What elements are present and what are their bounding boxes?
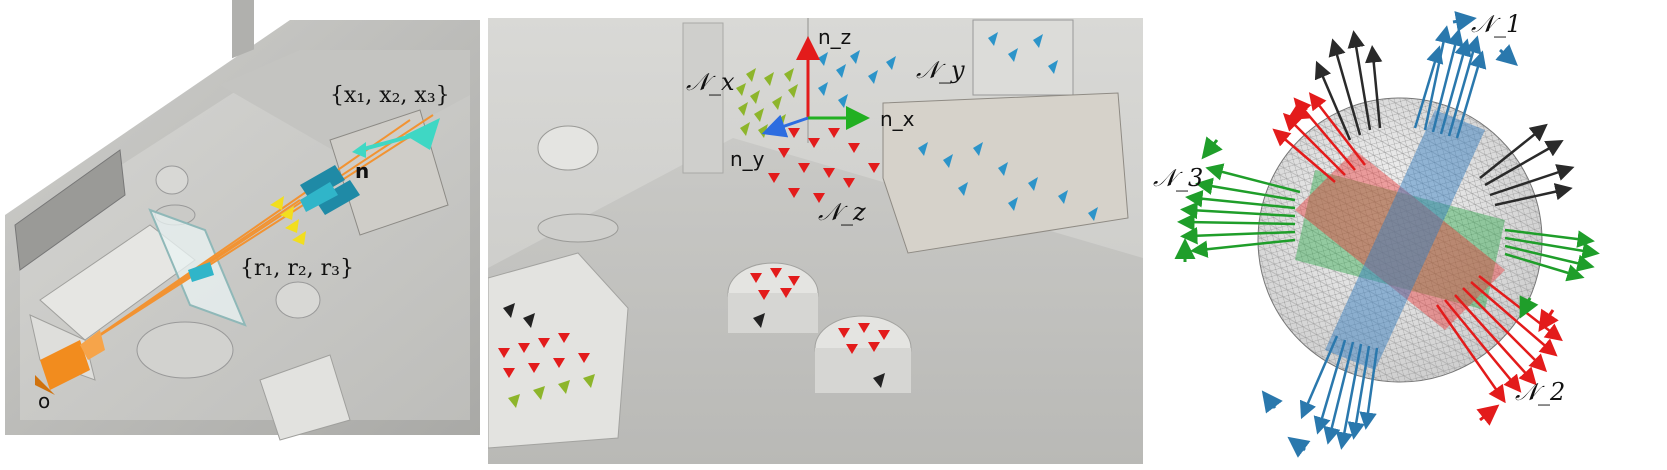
left-panel-room-rays: {x₁, x₂, x₃} {r₁, r₂, r₃} n o [0,0,480,470]
coffee-table [136,321,234,379]
points-nz [498,128,890,378]
label-rays: {r₁, r₂, r₃} [240,256,354,281]
label-points: {x₁, x₂, x₃} [330,83,450,108]
label-axis-nz: n_z [818,25,851,49]
wall-painting [14,149,126,271]
ottoman-back-side [728,293,818,333]
normal-arrow-head [352,142,366,158]
stool [275,281,321,319]
back-wall [220,50,470,160]
mid-lamp [537,125,599,171]
plane-blue [1325,110,1485,370]
axis-ny-arrow [761,114,809,138]
normals-black [1314,30,1575,207]
normals-green [1177,163,1600,282]
normals-blue [1299,25,1487,450]
ray-direction-arrows [270,196,306,245]
points-sofa-olive [508,374,595,408]
label-set-n3: 𝒩_3 [1153,164,1203,192]
normal-arrow [359,133,416,152]
label-set-n2: 𝒩_2 [1515,378,1565,406]
label-set-nx: 𝒩_x [686,68,735,96]
mid-sofa [488,252,629,449]
ottoman-front-side [815,348,911,393]
label-axis-nx: n_x [880,107,915,131]
right-panel-sphere: 𝒩_1 𝒩_2 𝒩_3 [1145,0,1667,470]
camera [35,330,105,395]
label-normal: n [355,159,369,183]
points-black [503,303,885,388]
label-set-n1: 𝒩_1 [1471,10,1521,38]
mid-door [682,22,724,174]
normals-red [1272,92,1563,404]
left-scene-svg: {x₁, x₂, x₃} {r₁, r₂, r₃} n o [5,0,480,441]
label-axis-ny: n_y [730,147,765,171]
label-origin: o [38,389,50,413]
sphere-svg: 𝒩_1 𝒩_2 𝒩_3 [1153,10,1600,458]
middle-scene-svg: n_z n_x n_y 𝒩_x 𝒩_y 𝒩_z [488,18,1143,464]
ray-blocks [188,165,360,282]
label-set-ny: 𝒩_y [916,56,965,84]
detached-arrows [1174,11,1559,458]
mid-sideboard [882,92,1129,254]
middle-panel-room-normals: n_z n_x n_y 𝒩_x 𝒩_y 𝒩_z [488,18,1143,464]
plane-triangle [405,118,440,150]
armchair [259,354,351,441]
points-ny [818,32,1098,221]
lamp [155,165,189,195]
mid-side-table [537,213,619,243]
label-set-nz: 𝒩_z [818,198,866,226]
wall-art [972,19,1074,96]
door [232,0,254,59]
